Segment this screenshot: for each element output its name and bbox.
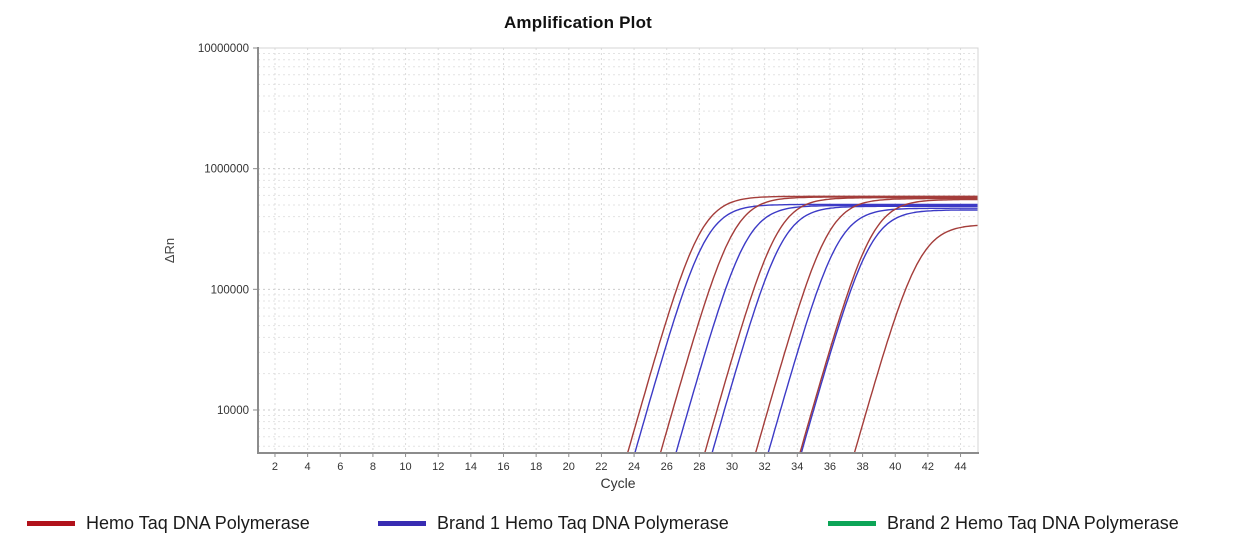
- x-tick-label: 22: [595, 461, 607, 473]
- x-tick-label: 44: [954, 461, 966, 473]
- amplification-curve: [659, 196, 978, 453]
- x-tick-label: 42: [922, 461, 934, 473]
- x-tick-label: 14: [465, 461, 477, 473]
- y-tick-label: 10000: [217, 405, 249, 417]
- x-tick-label: 38: [856, 461, 868, 473]
- chart-title: Amplification Plot: [503, 13, 653, 32]
- legend-swatch-blue: [378, 520, 426, 526]
- y-tick-label: 10000000: [198, 43, 249, 55]
- y-tick-label: 100000: [211, 284, 249, 296]
- amplification-curve: [800, 209, 978, 453]
- x-tick-labels: 2 4 6 8 10 12 14 16 18 20 22 24 26 28 30 32 34 36 38 40 42 44: [272, 461, 967, 473]
- legend-item-brand2: Brand 2 Hemo Taq DNA Polymerase: [828, 508, 1179, 538]
- x-tick-label: 4: [305, 461, 311, 473]
- x-tick-label: 8: [370, 461, 376, 473]
- x-tick-label: 12: [432, 461, 444, 473]
- x-tick-label: 10: [399, 461, 411, 473]
- x-tick-label: 36: [824, 461, 836, 473]
- x-tick-label: 2: [272, 461, 278, 473]
- x-tick-label: 40: [889, 461, 901, 473]
- x-tick-label: 26: [661, 461, 673, 473]
- legend-label: Hemo Taq DNA Polymerase: [86, 512, 310, 533]
- y-tick-labels: 10000 100000 1000000 10000000: [198, 43, 258, 417]
- y-axis-label: ΔRn: [162, 238, 177, 263]
- plot-border: [257, 47, 979, 454]
- x-tick-label: 16: [497, 461, 509, 473]
- amplification-curve: [626, 195, 978, 453]
- x-tick-label: 30: [726, 461, 738, 473]
- legend-swatch-red: [27, 520, 75, 526]
- amplification-curve: [799, 198, 978, 453]
- amplification-curve: [754, 197, 978, 453]
- x-tick-label: 20: [563, 461, 575, 473]
- x-axis-label: Cycle: [600, 475, 635, 491]
- x-tick-label: 34: [791, 461, 803, 473]
- legend-item-brand1: Brand 1 Hemo Taq DNA Polymerase: [378, 508, 729, 538]
- x-tick-label: 32: [759, 461, 771, 473]
- vertical-gridlines: [274, 48, 962, 457]
- series-0: [626, 195, 978, 453]
- amplification-curve: [853, 224, 978, 453]
- legend-label: Brand 1 Hemo Taq DNA Polymerase: [437, 512, 729, 533]
- amplification-curve: [703, 197, 978, 453]
- legend: Hemo Taq DNA Polymerase Brand 1 Hemo Taq…: [0, 508, 1248, 542]
- amplification-curve: [711, 205, 978, 453]
- x-tick-label: 18: [530, 461, 542, 473]
- x-tick-label: 24: [628, 461, 640, 473]
- horizontal-gridlines: [258, 53, 978, 447]
- x-tick-label: 28: [693, 461, 705, 473]
- legend-swatch-green: [828, 520, 876, 526]
- plot-area: 2 4 6 8 10 12 14 16 18 20 22 24 26 28 30 32 34 36 38 40 42 44…: [162, 43, 979, 491]
- amplification-curve: [767, 207, 978, 453]
- legend-label: Brand 2 Hemo Taq DNA Polymerase: [887, 512, 1179, 533]
- legend-item-hemo-taq: Hemo Taq DNA Polymerase: [27, 508, 310, 538]
- y-tick-label: 1000000: [204, 164, 249, 176]
- x-tick-label: 6: [337, 461, 343, 473]
